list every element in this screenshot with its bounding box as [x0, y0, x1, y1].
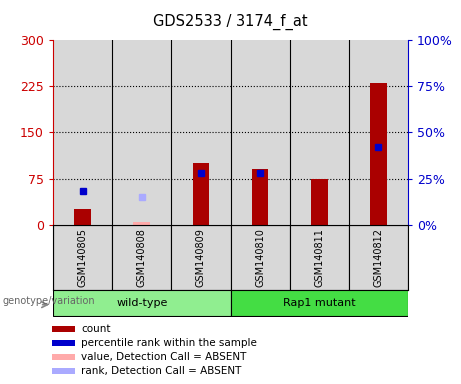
Text: count: count: [81, 324, 111, 334]
Text: GSM140809: GSM140809: [196, 228, 206, 287]
Bar: [290, 225, 349, 290]
Text: GDS2533 / 3174_f_at: GDS2533 / 3174_f_at: [153, 13, 308, 30]
Bar: [370, 83, 387, 225]
Bar: [52, 340, 75, 346]
Bar: [52, 326, 75, 332]
Text: GSM140808: GSM140808: [137, 228, 147, 287]
Bar: [52, 367, 75, 374]
Bar: [74, 209, 91, 225]
Bar: [171, 225, 230, 290]
Bar: [290, 40, 349, 225]
Text: value, Detection Call = ABSENT: value, Detection Call = ABSENT: [81, 352, 247, 362]
Bar: [171, 40, 230, 225]
Text: GSM140811: GSM140811: [314, 228, 324, 287]
Text: rank, Detection Call = ABSENT: rank, Detection Call = ABSENT: [81, 366, 242, 376]
Bar: [349, 225, 408, 290]
Bar: [112, 40, 171, 225]
Bar: [193, 163, 209, 225]
Bar: [134, 222, 150, 225]
Bar: [52, 354, 75, 360]
Text: GSM140805: GSM140805: [77, 228, 88, 287]
Bar: [349, 40, 408, 225]
Bar: [53, 40, 112, 225]
Bar: [230, 225, 290, 290]
Bar: [53, 290, 230, 316]
Text: wild-type: wild-type: [116, 298, 167, 308]
Bar: [311, 179, 327, 225]
Text: GSM140810: GSM140810: [255, 228, 265, 287]
Text: genotype/variation: genotype/variation: [2, 296, 95, 306]
Bar: [230, 290, 408, 316]
Bar: [230, 40, 290, 225]
Text: Rap1 mutant: Rap1 mutant: [283, 298, 355, 308]
Bar: [53, 225, 112, 290]
Text: percentile rank within the sample: percentile rank within the sample: [81, 338, 257, 348]
Bar: [112, 225, 171, 290]
Bar: [252, 169, 268, 225]
Text: GSM140812: GSM140812: [373, 228, 384, 287]
